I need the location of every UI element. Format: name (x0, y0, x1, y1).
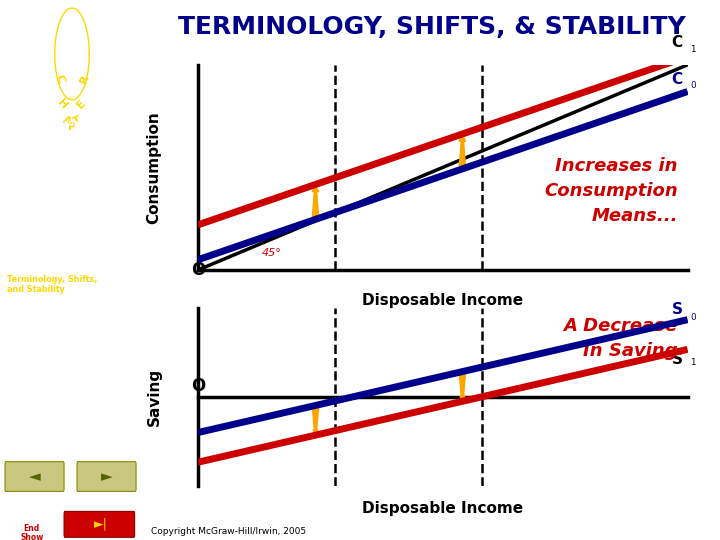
Text: C: C (672, 72, 683, 87)
Text: Nonincome
Determinants of
Consumption and
Saving: Nonincome Determinants of Consumption an… (7, 216, 83, 255)
Text: 45°: 45° (261, 248, 282, 258)
Text: $_0$: $_0$ (690, 78, 697, 91)
Text: TERMINOLOGY, SHIFTS, & STABILITY: TERMINOLOGY, SHIFTS, & STABILITY (178, 15, 686, 39)
Text: C: C (672, 36, 683, 50)
FancyBboxPatch shape (64, 511, 135, 537)
Text: Disposable Income: Disposable Income (362, 501, 523, 516)
Text: $_1$: $_1$ (690, 355, 697, 368)
Text: T: T (71, 115, 83, 127)
Text: Terminology, Shifts,
and Stability: Terminology, Shifts, and Stability (7, 275, 98, 294)
Text: Consumption and
Saving: Consumption and Saving (7, 162, 83, 181)
Text: S: S (672, 352, 683, 367)
Text: O: O (191, 261, 205, 279)
Text: Disposable Income: Disposable Income (362, 293, 523, 308)
Text: E: E (75, 98, 88, 110)
FancyBboxPatch shape (5, 462, 64, 491)
Text: Saving: Saving (146, 368, 161, 426)
Text: Key Terms: Key Terms (7, 464, 52, 474)
Text: R: R (78, 73, 90, 85)
Text: Investment Demand
and Schedule: Investment Demand and Schedule (7, 378, 94, 397)
Text: 9 - 8: 9 - 8 (63, 530, 81, 539)
Text: Increases in
Consumption
Means...: Increases in Consumption Means... (544, 157, 678, 225)
Text: A: A (61, 114, 73, 127)
Text: $_1$: $_1$ (690, 42, 697, 55)
Text: Consumption: Consumption (146, 111, 161, 224)
Text: C: C (54, 73, 66, 84)
Text: Shifts in Investment
Demand: Shifts in Investment Demand (7, 346, 94, 365)
Text: Income – Consumption
and
Income – Saving
Relationships: Income – Consumption and Income – Saving… (7, 119, 104, 158)
Text: ►: ► (101, 469, 112, 484)
Text: ◄: ◄ (29, 469, 40, 484)
Text: O: O (191, 377, 205, 395)
Text: A Decrease
In Saving: A Decrease In Saving (564, 316, 678, 360)
Text: H: H (55, 97, 69, 111)
FancyBboxPatch shape (77, 462, 136, 491)
Text: Next
Slide: Next Slide (99, 495, 114, 505)
Text: End
Show: End Show (20, 524, 43, 540)
Text: Instability of
Investment: Instability of Investment (7, 410, 63, 429)
Text: Previous
Slide: Previous Slide (22, 495, 48, 505)
Text: Copyright McGraw-Hill/Irwin, 2005: Copyright McGraw-Hill/Irwin, 2005 (151, 526, 306, 536)
Text: ►|: ►| (94, 518, 108, 531)
Text: P: P (68, 122, 76, 132)
Text: S: S (672, 302, 683, 316)
Text: Investment: Investment (7, 319, 56, 328)
Text: $_0$: $_0$ (690, 309, 697, 322)
Text: Multiplier: Multiplier (7, 437, 49, 447)
